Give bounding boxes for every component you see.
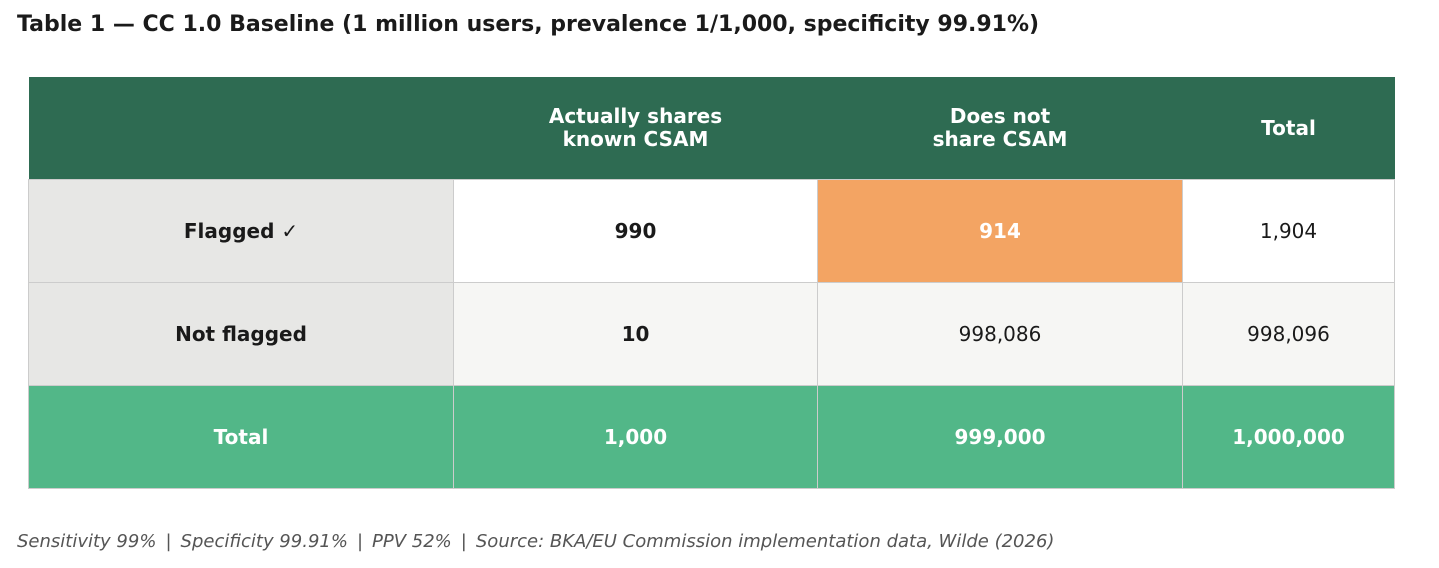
row-label-total: Total	[28, 385, 454, 489]
cell-total-shares: 1,000	[453, 385, 818, 489]
header-cell-total: Total	[1182, 77, 1395, 180]
footnote-ppv: PPV 52%	[372, 531, 452, 552]
footnote: Sensitivity 99% | Specificity 99.91% | PPV 5…	[17, 531, 1054, 552]
table-row-not-flagged: Not flagged 10 998,086 998,096	[28, 282, 1395, 386]
header-cell-not-share-csam: Does not share CSAM	[817, 77, 1183, 180]
cell-flagged-not-share-highlight: 914	[817, 179, 1183, 283]
cell-total-not-share: 999,000	[817, 385, 1183, 489]
separator: |	[460, 531, 467, 552]
footnote-source: Source: BKA/EU Commission implementation…	[475, 531, 1055, 552]
footnote-sensitivity: Sensitivity 99%	[17, 531, 157, 552]
table-row-flagged: Flagged ✓ 990 914 1,904	[28, 179, 1395, 283]
contingency-table: Actually shares known CSAM Does not shar…	[28, 77, 1395, 489]
cell-not-flagged-not-share: 998,086	[817, 282, 1183, 386]
separator: |	[165, 531, 172, 552]
table: Actually shares known CSAM Does not shar…	[28, 77, 1395, 489]
table-title: Table 1 — CC 1.0 Baseline (1 million use…	[17, 12, 1040, 37]
table-row-total: Total 1,000 999,000 1,000,000	[28, 385, 1395, 489]
separator: |	[356, 531, 364, 552]
cell-total-total: 1,000,000	[1182, 385, 1395, 489]
header-row: Actually shares known CSAM Does not shar…	[28, 77, 1395, 180]
cell-flagged-total: 1,904	[1182, 179, 1395, 283]
cell-flagged-shares: 990	[453, 179, 818, 283]
header-cell-shares-csam: Actually shares known CSAM	[453, 77, 818, 180]
row-label-not-flagged: Not flagged	[28, 282, 454, 386]
row-label-flagged: Flagged ✓	[28, 179, 454, 283]
cell-not-flagged-shares: 10	[453, 282, 818, 386]
cell-not-flagged-total: 998,096	[1182, 282, 1395, 386]
footnote-specificity: Specificity 99.91%	[180, 531, 348, 552]
header-cell-empty	[28, 77, 454, 180]
